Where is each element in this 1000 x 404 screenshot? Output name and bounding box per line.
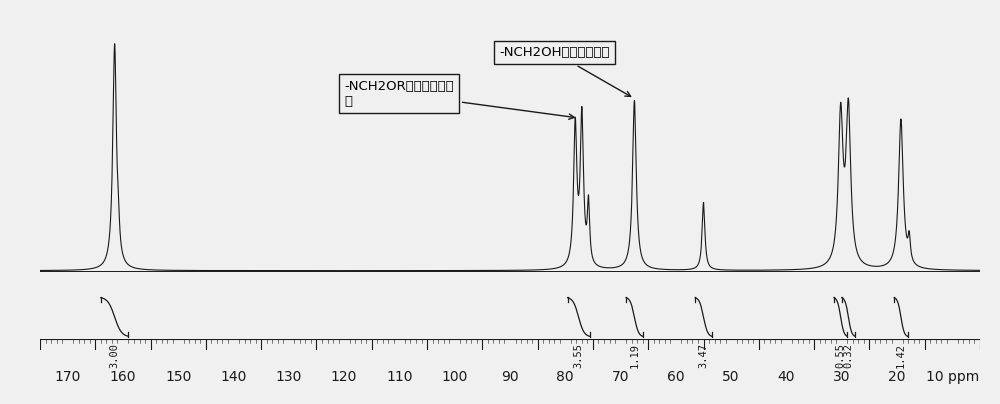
Text: 160: 160 <box>110 370 136 384</box>
Text: 3.55: 3.55 <box>574 343 584 368</box>
Text: 0.32: 0.32 <box>843 343 853 368</box>
Text: 0.55: 0.55 <box>836 343 846 368</box>
Text: 150: 150 <box>165 370 191 384</box>
Text: -NCH2OH和异丁醇溶剂: -NCH2OH和异丁醇溶剂 <box>499 46 631 97</box>
Text: 130: 130 <box>276 370 302 384</box>
Text: 30: 30 <box>833 370 851 384</box>
Text: 70: 70 <box>612 370 629 384</box>
Text: 10 ppm: 10 ppm <box>926 370 979 384</box>
Text: 140: 140 <box>220 370 247 384</box>
Text: 110: 110 <box>386 370 413 384</box>
Text: 100: 100 <box>442 370 468 384</box>
Text: 90: 90 <box>501 370 519 384</box>
Text: 3.47: 3.47 <box>699 343 709 368</box>
Text: 1.19: 1.19 <box>629 343 639 368</box>
Text: 60: 60 <box>667 370 685 384</box>
Text: 40: 40 <box>778 370 795 384</box>
Text: 50: 50 <box>722 370 740 384</box>
Text: 170: 170 <box>54 370 81 384</box>
Text: 120: 120 <box>331 370 357 384</box>
Text: 80: 80 <box>556 370 574 384</box>
Text: 1.42: 1.42 <box>896 343 906 368</box>
Text: -NCH2OR和异丁基取代
基: -NCH2OR和异丁基取代 基 <box>344 80 574 119</box>
Text: 3.00: 3.00 <box>110 343 120 368</box>
Text: 20: 20 <box>888 370 906 384</box>
